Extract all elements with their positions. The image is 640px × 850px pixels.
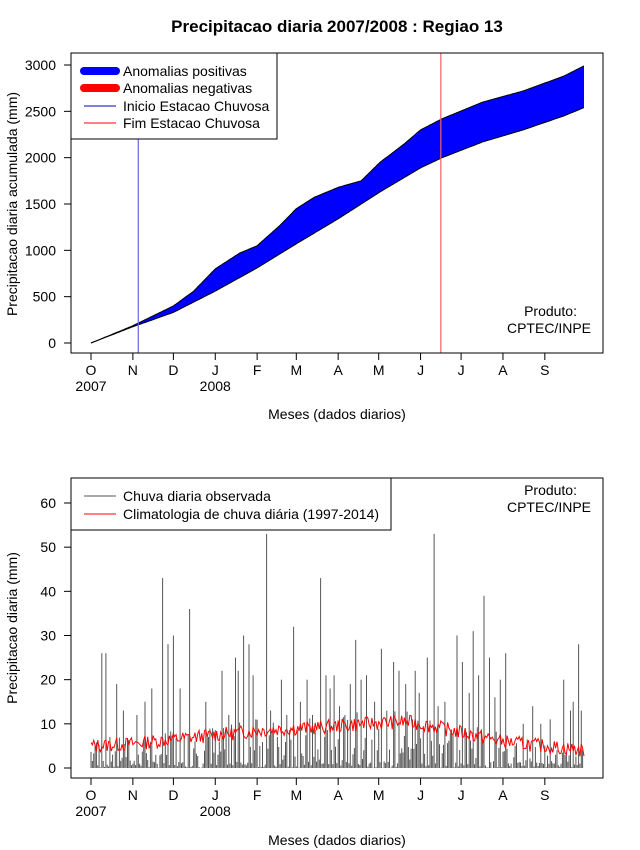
climatology-line — [90, 714, 585, 757]
legend-label: Fim Estacao Chuvosa — [123, 115, 260, 131]
x-tick-label: O — [86, 787, 97, 803]
product-source: CPTEC/INPE — [507, 499, 591, 515]
x-tick-label: J — [212, 362, 219, 378]
x-tick-label: J — [417, 787, 424, 803]
daily-rain-bars — [90, 533, 584, 768]
x-tick-label: J — [417, 362, 424, 378]
legend-label: Inicio Estacao Chuvosa — [123, 98, 270, 114]
year-label: 2007 — [75, 378, 106, 394]
climatology-cumulative-line — [90, 107, 585, 344]
daily-rain-chart: 0 10 20 30 40 50 60 O N D J F M A M J J A S 2007 2008 Preci… — [4, 477, 604, 848]
chart-title: Precipitacao diaria 2007/2008 : Regiao 1… — [171, 17, 503, 36]
y-tick-label: 20 — [40, 672, 56, 688]
y-tick-label: 50 — [40, 539, 56, 555]
x-tick-label: M — [290, 362, 302, 378]
y-tick-label: 1000 — [25, 242, 56, 258]
legend: Anomalias positivas Anomalias negativas … — [70, 52, 278, 140]
y-tick-label: 60 — [40, 495, 56, 511]
y-tick-label: 500 — [33, 289, 57, 305]
x-tick-label: M — [290, 787, 302, 803]
x-tick-label: A — [334, 362, 344, 378]
x-tick-label: O — [86, 362, 97, 378]
x-tick-label: A — [498, 787, 508, 803]
x-tick-label: D — [168, 787, 178, 803]
x-tick-label: N — [128, 787, 138, 803]
x-tick-label: F — [253, 362, 262, 378]
y-axis: 0 500 1000 1500 2000 2500 3000 — [25, 57, 72, 351]
anomaly-fill-layer — [90, 65, 585, 344]
x-axis-label: Meses (dados diarios) — [268, 406, 406, 422]
observed-cumulative-line — [90, 65, 585, 344]
legend-label: Climatologia de chuva diária (1997-2014) — [123, 506, 379, 522]
y-tick-label: 3000 — [25, 57, 56, 73]
product-source: CPTEC/INPE — [507, 320, 591, 336]
y-axis-label: Precipitacao diaria (mm) — [4, 552, 20, 704]
x-axis: O N D J F M A M J J A S 2007 2008 — [75, 777, 550, 819]
y-tick-label: 1500 — [25, 196, 56, 212]
y-axis: 0 10 20 30 40 50 60 — [40, 495, 72, 776]
y-tick-label: 2500 — [25, 103, 56, 119]
x-tick-label: D — [168, 362, 178, 378]
x-tick-label: M — [373, 787, 385, 803]
x-tick-label: F — [253, 787, 262, 803]
product-label: Produto: — [524, 482, 577, 498]
positive-anomaly-area — [91, 65, 584, 344]
y-tick-label: 0 — [48, 335, 56, 351]
year-label: 2008 — [200, 378, 231, 394]
y-tick-label: 0 — [48, 760, 56, 776]
x-tick-label: A — [498, 362, 508, 378]
x-tick-label: S — [540, 362, 549, 378]
x-axis-label: Meses (dados diarios) — [268, 832, 406, 848]
x-tick-label: J — [458, 787, 465, 803]
x-tick-label: N — [128, 362, 138, 378]
x-axis: O N D J F M A M J J A S 2007 2008 — [75, 352, 550, 394]
product-label: Produto: — [524, 303, 577, 319]
y-tick-label: 2000 — [25, 150, 56, 166]
y-axis-label: Precipitacao diaria acumulada (mm) — [4, 92, 20, 316]
x-tick-label: J — [212, 787, 219, 803]
legend-label: Anomalias negativas — [123, 80, 252, 96]
x-tick-label: S — [540, 787, 549, 803]
y-tick-label: 10 — [40, 716, 56, 732]
legend-label: Chuva diaria observada — [123, 488, 271, 504]
cumulative-chart: 0 500 1000 1500 2000 2500 3000 O N D J F M A M J J A S 200… — [4, 52, 604, 422]
x-tick-label: J — [458, 362, 465, 378]
legend-label: Anomalias positivas — [123, 63, 247, 79]
x-tick-label: M — [373, 362, 385, 378]
legend-box — [70, 477, 392, 531]
y-tick-label: 30 — [40, 628, 56, 644]
y-tick-label: 40 — [40, 583, 56, 599]
x-tick-label: A — [334, 787, 344, 803]
year-label: 2008 — [200, 803, 231, 819]
year-label: 2007 — [75, 803, 106, 819]
legend: Chuva diaria observada Climatologia de c… — [70, 477, 392, 531]
